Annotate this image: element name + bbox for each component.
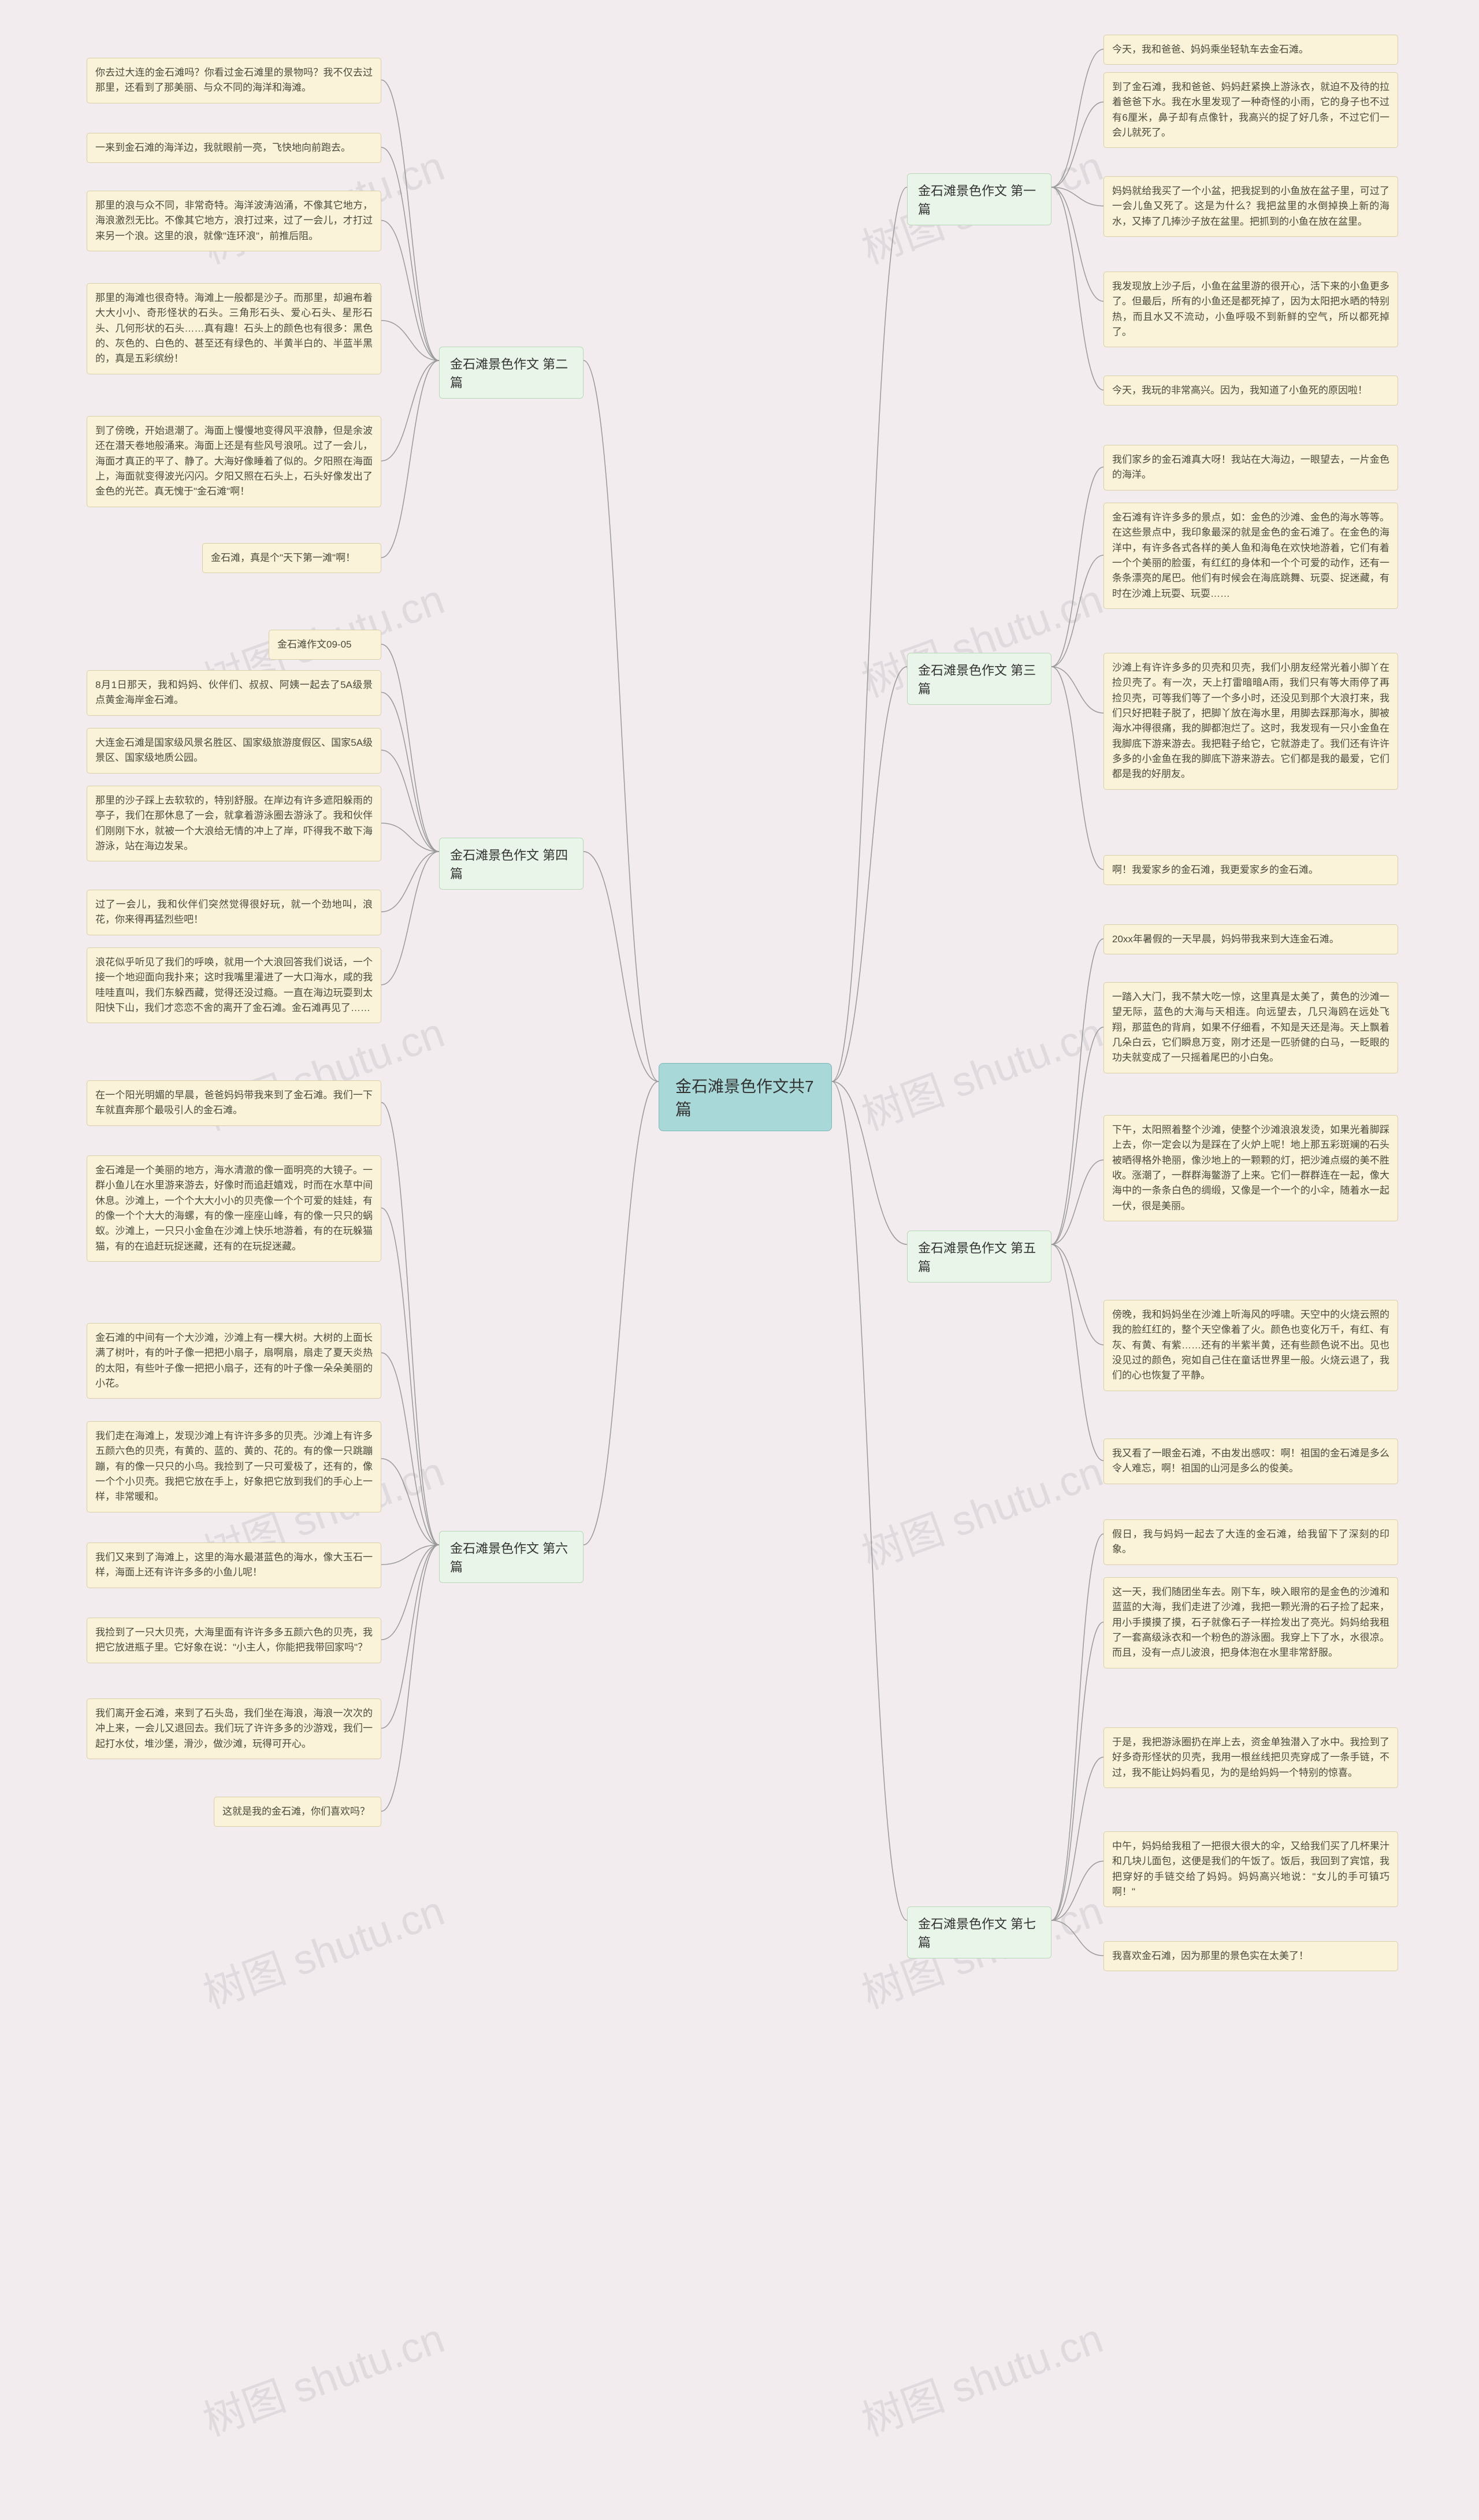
leaf-node: 那里的海滩也很奇特。海滩上一般都是沙子。而那里，却遍布着大大小小、奇形怪状的石头… xyxy=(87,283,381,374)
watermark: 树图 shutu.cn xyxy=(852,2305,1110,2448)
center-topic: 金石滩景色作文共7篇 xyxy=(659,1063,832,1131)
leaf-node: 今天，我和爸爸、妈妈乘坐轻轨车去金石滩。 xyxy=(1103,35,1398,65)
branch-b3: 金石滩景色作文 第三篇 xyxy=(907,653,1051,705)
leaf-node: 金石滩是一个美丽的地方，海水清澈的像一面明亮的大镜子。一群小鱼儿在水里游来游去，… xyxy=(87,1155,381,1262)
leaf-node: 这就是我的金石滩，你们喜欢吗？ xyxy=(214,1797,381,1827)
leaf-node: 金石滩作文09-05 xyxy=(269,630,381,660)
leaf-node: 在一个阳光明媚的早晨，爸爸妈妈带我来到了金石滩。我们一下车就直奔那个最吸引人的金… xyxy=(87,1080,381,1126)
watermark: 树图 shutu.cn xyxy=(852,999,1110,1142)
leaf-node: 我又看了一眼金石滩，不由发出感叹：啊！祖国的金石滩是多么令人难忘，啊！祖国的山河… xyxy=(1103,1439,1398,1484)
leaf-node: 金石滩，真是个"天下第一滩"啊！ xyxy=(202,543,381,573)
leaf-node: 我们离开金石滩，来到了石头岛，我们坐在海浪，海浪一次次的冲上来，一会儿又退回去。… xyxy=(87,1698,381,1759)
leaf-node: 20xx年暑假的一天早晨，妈妈带我来到大连金石滩。 xyxy=(1103,924,1398,954)
leaf-node: 假日，我与妈妈一起去了大连的金石滩，给我留下了深刻的印象。 xyxy=(1103,1519,1398,1565)
leaf-node: 我们又来到了海滩上，这里的海水最湛蓝色的海水，像大玉石一样，海面上还有许许多多的… xyxy=(87,1543,381,1588)
leaf-node: 这一天，我们随团坐车去。刚下车，映入眼帘的是金色的沙滩和蓝蓝的大海，我们走进了沙… xyxy=(1103,1577,1398,1668)
watermark: 树图 shutu.cn xyxy=(194,1877,451,2020)
leaf-node: 我发现放上沙子后，小鱼在盆里游的很开心，活下来的小鱼更多了。但最后，所有的小鱼还… xyxy=(1103,272,1398,347)
branch-b1: 金石滩景色作文 第一篇 xyxy=(907,173,1051,225)
branch-b2: 金石滩景色作文 第二篇 xyxy=(439,347,584,399)
leaf-node: 于是，我把游泳圈扔在岸上去，资金单独潜入了水中。我捡到了好多奇形怪状的贝壳，我用… xyxy=(1103,1727,1398,1788)
leaf-node: 一踏入大门，我不禁大吃一惊，这里真是太美了，黄色的沙滩一望无际，蓝色的大海与天相… xyxy=(1103,982,1398,1073)
branch-b7: 金石滩景色作文 第七篇 xyxy=(907,1906,1051,1958)
leaf-node: 8月1日那天，我和妈妈、伙伴们、叔叔、阿姨一起去了5A级景点黄金海岸金石滩。 xyxy=(87,670,381,716)
leaf-node: 金石滩的中间有一个大沙滩，沙滩上有一棵大树。大树的上面长满了树叶，有的叶子像一把… xyxy=(87,1323,381,1399)
leaf-node: 下午，太阳照着整个沙滩，使整个沙滩浪浪发烫，如果光着脚踩上去，你一定会以为是踩在… xyxy=(1103,1115,1398,1221)
leaf-node: 我们家乡的金石滩真大呀！我站在大海边，一眼望去，一片金色的海洋。 xyxy=(1103,445,1398,490)
leaf-node: 那里的沙子踩上去软软的，特别舒服。在岸边有许多遮阳躲雨的亭子，我们在那休息了一会… xyxy=(87,786,381,861)
leaf-node: 到了傍晚，开始退潮了。海面上慢慢地变得风平浪静，但是余波还在潜天卷地般涌来。海面… xyxy=(87,416,381,507)
leaf-node: 今天，我玩的非常高兴。因为，我知道了小鱼死的原因啦！ xyxy=(1103,376,1398,406)
leaf-node: 我们走在海滩上，发现沙滩上有许许多多的贝壳。沙滩上有许多五颜六色的贝壳，有黄的、… xyxy=(87,1421,381,1512)
leaf-node: 一来到金石滩的海洋边，我就眼前一亮，飞快地向前跑去。 xyxy=(87,133,381,163)
leaf-node: 金石滩有许许多多的景点，如：金色的沙滩、金色的海水等等。在这些景点中，我印象最深… xyxy=(1103,503,1398,609)
branch-b5: 金石滩景色作文 第五篇 xyxy=(907,1231,1051,1283)
watermark: 树图 shutu.cn xyxy=(194,2305,451,2448)
leaf-node: 你去过大连的金石滩吗？你看过金石滩里的景物吗？我不仅去过那里，还看到了那美丽、与… xyxy=(87,58,381,103)
leaf-node: 我喜欢金石滩，因为那里的景色实在太美了！ xyxy=(1103,1941,1398,1971)
leaf-node: 啊！我爱家乡的金石滩，我更爱家乡的金石滩。 xyxy=(1103,855,1398,885)
leaf-node: 我捡到了一只大贝壳，大海里面有许许多多五颜六色的贝壳，我把它放进瓶子里。它好象在… xyxy=(87,1618,381,1663)
leaf-node: 浪花似乎听见了我们的呼唤，就用一个大浪回答我们说话，一个接一个地迎面向我扑来；这… xyxy=(87,947,381,1023)
watermark: 树图 shutu.cn xyxy=(852,1438,1110,1581)
leaf-node: 沙滩上有许许多多的贝壳和贝壳，我们小朋友经常光着小脚丫在捡贝壳了。有一次，天上打… xyxy=(1103,653,1398,790)
mindmap-canvas: 金石滩景色作文共7篇 树图 shutu.cn 树图 shutu.cn 树图 shut… xyxy=(0,0,1479,2520)
leaf-node: 过了一会儿，我和伙伴们突然觉得很好玩，就一个劲地叫，浪花，你来得再猛烈些吧！ xyxy=(87,890,381,935)
leaf-node: 中午，妈妈给我租了一把很大很大的伞，又给我们买了几杯果汁和几块儿面包，这便是我们… xyxy=(1103,1831,1398,1907)
leaf-node: 傍晚，我和妈妈坐在沙滩上听海风的呼啸。天空中的火烧云照的我的脸红红的，整个天空像… xyxy=(1103,1300,1398,1391)
leaf-node: 到了金石滩，我和爸爸、妈妈赶紧换上游泳衣，就迫不及待的拉着爸爸下水。我在水里发现… xyxy=(1103,72,1398,148)
branch-b6: 金石滩景色作文 第六篇 xyxy=(439,1531,584,1583)
leaf-node: 那里的浪与众不同，非常奇特。海洋波涛汹涌，不像其它地方，海浪激烈无比。不像其它地… xyxy=(87,191,381,251)
leaf-node: 妈妈就给我买了一个小盆，把我捉到的小鱼放在盆子里，可过了一会儿鱼又死了。这是为什… xyxy=(1103,176,1398,237)
leaf-node: 大连金石滩是国家级风景名胜区、国家级旅游度假区、国家5A级景区、国家级地质公园。 xyxy=(87,728,381,774)
branch-b4: 金石滩景色作文 第四篇 xyxy=(439,838,584,890)
